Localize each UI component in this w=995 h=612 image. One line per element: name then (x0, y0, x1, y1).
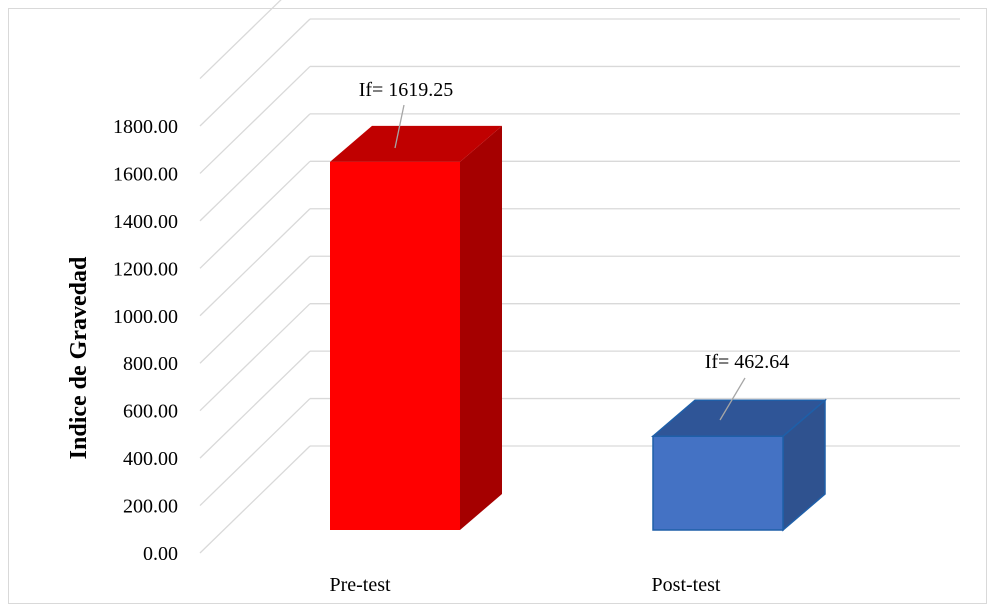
y-tick-label: 0.00 (143, 543, 178, 565)
bar-front (330, 161, 460, 530)
bar-post-test (650, 398, 828, 532)
x-axis-categories: Pre-test Post-test (329, 574, 720, 596)
bar-side (460, 125, 502, 530)
y-tick-label: 1800.00 (113, 116, 178, 138)
gridline-diagonal (199, 350, 311, 459)
bars (330, 125, 828, 532)
gridlines (199, 0, 960, 554)
gridline-diagonal (199, 113, 311, 222)
gridline-diagonal (199, 208, 311, 317)
y-tick-label: 1200.00 (113, 258, 178, 280)
data-label: If= 462.64 (705, 351, 790, 373)
y-tick-label: 400.00 (123, 448, 178, 470)
gridline-diagonal (199, 303, 311, 412)
bar-top (330, 125, 502, 162)
bar-front (652, 435, 784, 531)
gridline-diagonal (199, 445, 311, 554)
y-tick-label: 800.00 (123, 353, 178, 375)
gridline-diagonal (199, 65, 311, 174)
gridline-diagonal (199, 398, 311, 507)
y-tick-label: 1600.00 (113, 163, 178, 185)
y-tick-label: 600.00 (123, 401, 178, 423)
gridline-diagonal (199, 18, 311, 127)
data-label: If= 1619.25 (359, 79, 454, 101)
data-label-leader (719, 377, 746, 421)
y-axis-label: Indice de Gravedad (66, 256, 92, 459)
gridline-diagonal (199, 0, 282, 80)
y-tick-label: 200.00 (123, 496, 178, 518)
x-category-label: Pre-test (329, 574, 391, 596)
y-axis-ticks: 0.00 200.00 400.00 600.00 800.00 1000.00 1200.… (113, 116, 178, 565)
data-label-leader (394, 104, 405, 149)
gridline-diagonal (199, 255, 311, 364)
gridline-diagonal (199, 160, 311, 269)
y-tick-label: 1000.00 (113, 306, 178, 328)
x-category-label: Post-test (652, 574, 721, 596)
data-labels: If= 1619.25 If= 462.64 (359, 79, 790, 421)
y-tick-label: 1400.00 (113, 211, 178, 233)
bar-pre-test (330, 125, 502, 530)
